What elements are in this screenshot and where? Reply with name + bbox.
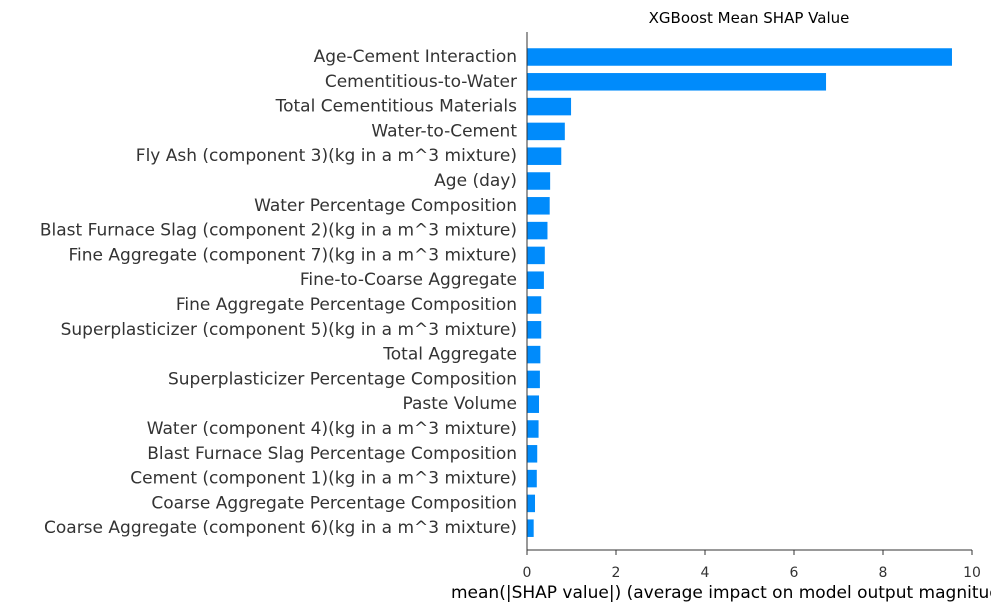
bar bbox=[527, 345, 541, 364]
x-tick-label: 0 bbox=[523, 565, 532, 581]
bar bbox=[527, 296, 542, 314]
bar bbox=[527, 246, 545, 265]
bar bbox=[527, 469, 537, 488]
y-tick-label: Water (component 4)(kg in a m^3 mixture) bbox=[147, 419, 517, 439]
bar bbox=[527, 494, 536, 513]
x-tick-label: 2 bbox=[612, 565, 621, 581]
y-tick-label: Age (day) bbox=[434, 171, 517, 191]
y-tick-labels: Age-Cement Interaction Cementitious-to-Wa… bbox=[40, 47, 517, 538]
y-tick-label: Coarse Aggregate (component 6)(kg in a m… bbox=[44, 518, 517, 538]
bar bbox=[527, 420, 539, 438]
y-tick-label: Coarse Aggregate Percentage Composition bbox=[151, 493, 517, 513]
x-axis-label: mean(|SHAP value|) (average impact on mo… bbox=[451, 583, 991, 603]
y-tick-label: Cementitious-to-Water bbox=[325, 72, 517, 92]
y-tick-label: Total Aggregate bbox=[382, 345, 517, 365]
bar bbox=[527, 370, 540, 389]
x-ticks-group: 0 2 4 6 8 10 bbox=[523, 550, 981, 581]
bar bbox=[527, 172, 551, 190]
bar bbox=[527, 97, 572, 116]
y-tick-label: Fine Aggregate Percentage Composition bbox=[176, 295, 517, 315]
y-tick-label: Blast Furnace Slag (component 2)(kg in a… bbox=[40, 221, 517, 241]
x-tick-label: 8 bbox=[879, 565, 888, 581]
y-tick-label: Fly Ash (component 3)(kg in a m^3 mixtur… bbox=[136, 146, 517, 166]
bar bbox=[527, 519, 534, 537]
y-tick-label: Superplasticizer Percentage Composition bbox=[168, 369, 517, 389]
y-tick-label: Superplasticizer (component 5)(kg in a m… bbox=[61, 320, 517, 340]
bar bbox=[527, 48, 952, 66]
y-tick-label: Water Percentage Composition bbox=[254, 196, 517, 216]
y-tick-label: Fine-to-Coarse Aggregate bbox=[300, 270, 517, 290]
y-tick-label: Blast Furnace Slag Percentage Compositio… bbox=[147, 444, 517, 464]
bar bbox=[527, 147, 562, 165]
x-tick-label: 6 bbox=[790, 565, 799, 581]
y-tick-label: Total Cementitious Materials bbox=[275, 97, 518, 117]
x-tick-label: 4 bbox=[701, 565, 710, 581]
bar bbox=[527, 445, 538, 463]
y-tick-label: Age-Cement Interaction bbox=[314, 47, 517, 67]
y-tick-label: Cement (component 1)(kg in a m^3 mixture… bbox=[130, 469, 517, 489]
bars-group bbox=[527, 48, 952, 537]
bar bbox=[527, 221, 548, 240]
chart-title: XGBoost Mean SHAP Value bbox=[649, 9, 850, 27]
bar bbox=[527, 271, 544, 289]
y-tick-label: Fine Aggregate (component 7)(kg in a m^3… bbox=[69, 245, 518, 265]
x-tick-label: 10 bbox=[963, 565, 981, 581]
bar bbox=[527, 321, 542, 339]
bar bbox=[527, 73, 827, 91]
y-tick-label: Water-to-Cement bbox=[371, 121, 517, 141]
y-tick-label: Paste Volume bbox=[402, 394, 517, 414]
bar bbox=[527, 197, 550, 215]
bar bbox=[527, 395, 540, 413]
bar bbox=[527, 122, 565, 141]
